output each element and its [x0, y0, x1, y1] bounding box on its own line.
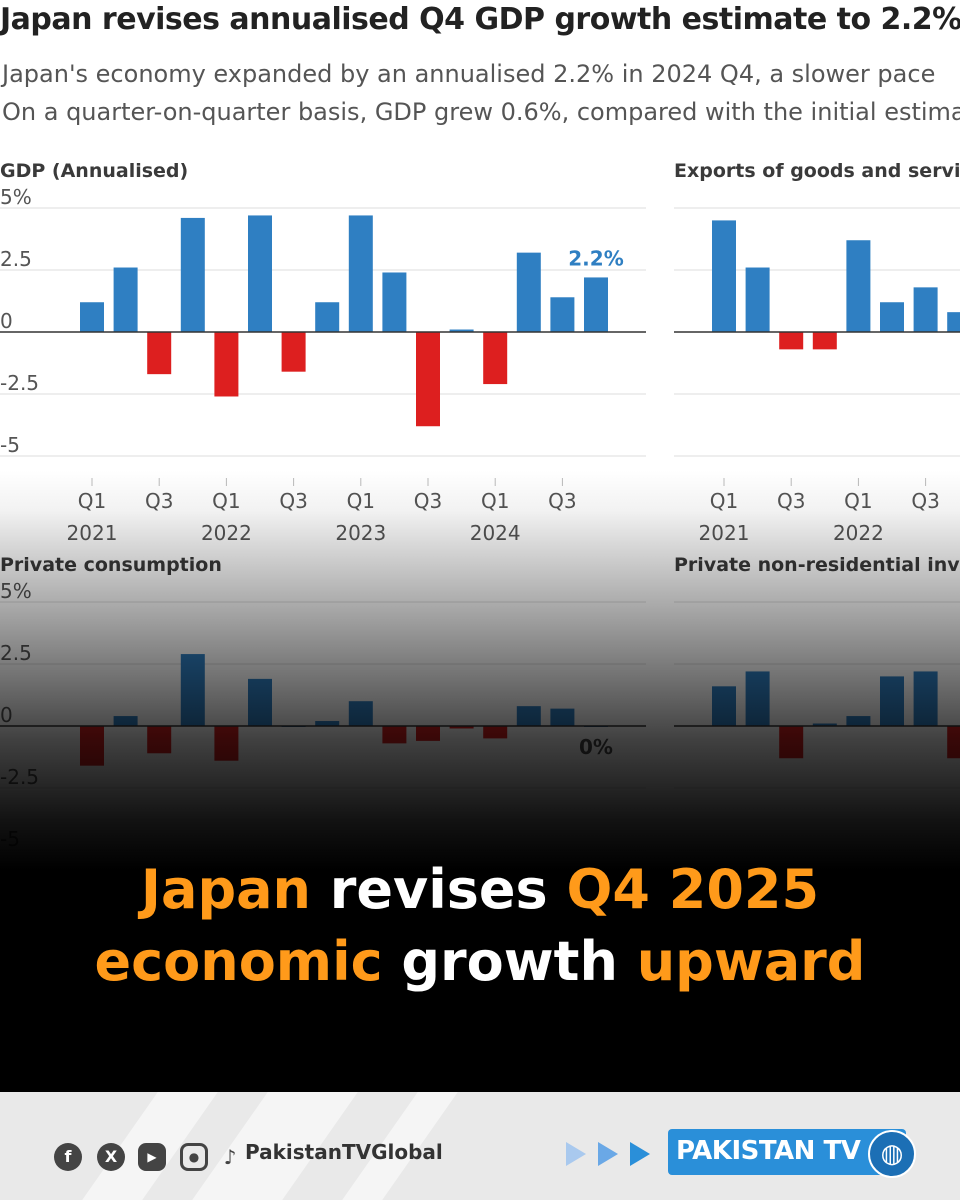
arrow-icon	[630, 1142, 650, 1166]
brand-logo	[668, 1129, 906, 1175]
headline-word-japan: Japan	[140, 858, 311, 921]
brand-logo-text: PAKISTAN TV	[676, 1136, 861, 1166]
headline-line-1: Japan revises Q4 2025	[0, 858, 960, 922]
bar	[712, 220, 736, 332]
bar	[812, 332, 837, 350]
tiktok-icon[interactable]: ♪	[223, 1145, 237, 1169]
headline-word-upward: upward	[636, 930, 866, 993]
value-annotation: 2.2%	[568, 246, 623, 270]
y-tick-label: -5	[0, 433, 20, 457]
arrow-icon	[566, 1142, 586, 1166]
youtube-icon[interactable]: ▶	[138, 1143, 166, 1171]
bar	[147, 332, 172, 375]
bar	[214, 332, 239, 397]
headline-word-economic: economic	[94, 930, 383, 993]
page-title: Japan revises annualised Q4 GDP growth e…	[0, 2, 960, 37]
bar	[880, 302, 904, 332]
bar	[913, 287, 938, 332]
bar	[281, 332, 306, 372]
y-tick-label: 2.5	[0, 247, 32, 271]
bar	[550, 297, 575, 332]
x-icon[interactable]: X	[97, 1143, 125, 1171]
bar	[516, 252, 541, 332]
bar	[348, 215, 373, 332]
y-tick-label: 0	[0, 309, 13, 333]
arrow-icon	[598, 1142, 618, 1166]
headline-word-revises: revises	[311, 858, 567, 921]
bar	[745, 267, 770, 332]
globe-icon: ◍	[868, 1130, 916, 1178]
bar	[416, 332, 440, 427]
bar	[248, 215, 272, 332]
headline-word-growth: growth	[382, 930, 637, 993]
bar	[382, 272, 407, 332]
y-tick-label: -2.5	[0, 371, 39, 395]
chart-title: Exports of goods and services	[674, 160, 960, 182]
bar	[846, 240, 871, 332]
bar	[315, 302, 340, 332]
bar	[180, 217, 205, 332]
bar	[449, 329, 474, 332]
subtitle-line-1: Japan's economy expanded by an annualise…	[2, 60, 936, 88]
facebook-icon[interactable]: f	[54, 1143, 82, 1171]
bar	[584, 277, 608, 332]
headline-word-period: Q4 2025	[566, 858, 820, 921]
bar	[80, 302, 104, 332]
subtitle-line-2: On a quarter-on-quarter basis, GDP grew …	[2, 98, 960, 126]
dark-gradient-overlay	[0, 470, 960, 1110]
y-tick-label: 5%	[0, 185, 32, 209]
bar	[779, 332, 804, 350]
bar	[113, 267, 138, 332]
chart-title: GDP (Annualised)	[0, 160, 188, 182]
instagram-icon[interactable]: ●	[180, 1143, 208, 1171]
headline-line-2: economic growth upward	[0, 930, 960, 994]
social-handle[interactable]: PakistanTVGlobal	[245, 1140, 443, 1164]
bar	[483, 332, 508, 385]
bar	[947, 312, 960, 332]
